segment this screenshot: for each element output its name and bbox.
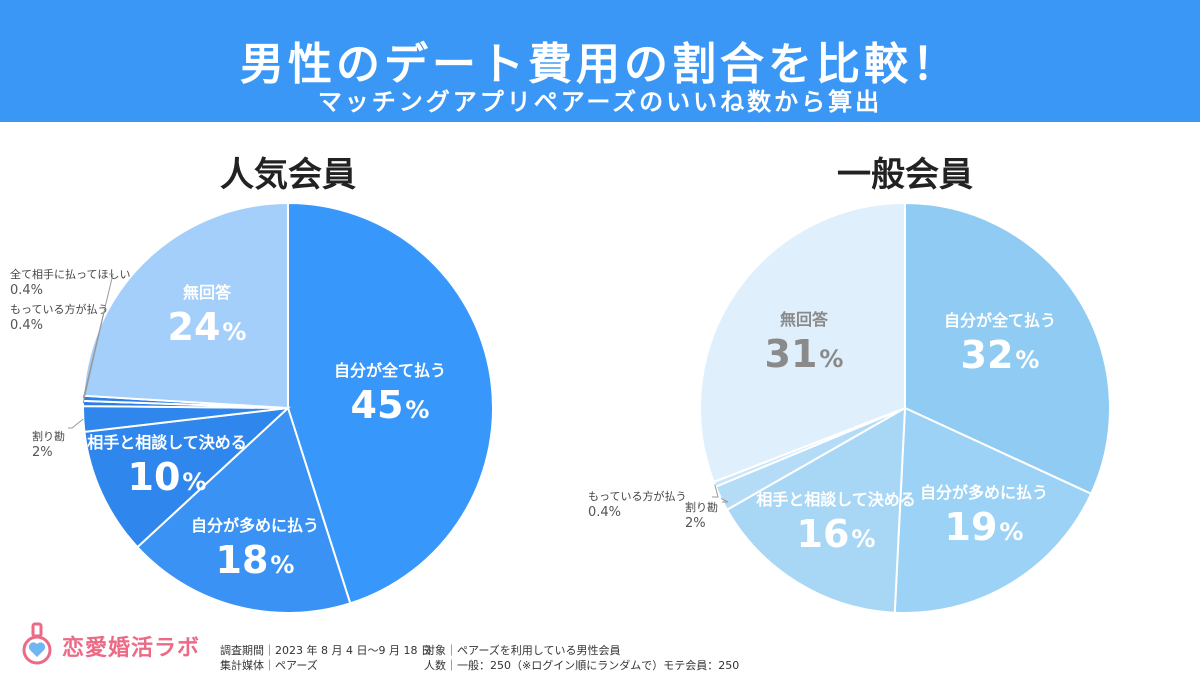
slice-label: 自分が多めに払う bbox=[191, 516, 319, 535]
leader-line bbox=[712, 484, 719, 498]
pie-slice-general bbox=[725, 406, 907, 614]
pie-chart-general: 自分が全て払う 32% 自分が多めに払う 19% 相手と相談して決める 16% 無回答 31% bbox=[699, 201, 1111, 614]
slice-percent: 45% bbox=[351, 383, 430, 427]
small-slice-percent: 2% bbox=[32, 445, 53, 460]
pie-chart-popular: 自分が全て払う 45% 自分が多めに払う 18% 相手と相談して決める 10% 無回答 24% bbox=[81, 201, 494, 614]
flask-heart-icon bbox=[20, 622, 54, 672]
slice-label: 自分が多めに払う bbox=[920, 483, 1048, 502]
pie-slice-general bbox=[904, 201, 1111, 496]
pie-slice-general bbox=[893, 406, 1093, 614]
survey-target: 対象｜ペアーズを利用している男性会員 bbox=[424, 644, 621, 657]
leader-line bbox=[720, 497, 729, 503]
slice-percent: 16% bbox=[797, 512, 876, 556]
pie-slice-popular bbox=[136, 406, 352, 614]
slice-percent: 24% bbox=[168, 305, 247, 349]
pie-slice-popular bbox=[287, 201, 494, 605]
small-slice-annotations: 割り勘 2% もっている方が払う 0.4% 全て相手に払ってほしい 0.4% 割り勘 2% もっ… bbox=[10, 267, 729, 531]
brand-logo-text: 恋愛婚活ラボ bbox=[62, 636, 201, 661]
slice-label: 相手と相談して決める bbox=[756, 490, 916, 509]
small-slice-label: 全て相手に払ってほしい bbox=[10, 267, 130, 281]
small-slice-percent: 0.4% bbox=[10, 318, 43, 333]
slice-label: 無回答 bbox=[183, 283, 232, 302]
small-slice-label: 割り勘 bbox=[685, 500, 718, 514]
slice-percent: 19% bbox=[945, 505, 1024, 549]
slice-percent: 31% bbox=[765, 332, 844, 376]
small-slice-percent: 2% bbox=[685, 516, 706, 531]
slice-label: 無回答 bbox=[780, 310, 829, 329]
slice-percent: 32% bbox=[961, 333, 1040, 377]
chart-title-popular: 人気会員 bbox=[220, 155, 356, 195]
small-slice-label: もっている方が払う bbox=[588, 489, 686, 503]
small-slice-label: もっている方が払う bbox=[10, 302, 108, 316]
survey-period: 調査期間｜2023 年 8 月 4 日～9 月 18 日 bbox=[220, 644, 432, 657]
slice-label: 自分が全て払う bbox=[334, 361, 446, 380]
header-banner bbox=[0, 0, 1200, 122]
pie-slice-general bbox=[699, 201, 906, 484]
slice-label: 相手と相談して決める bbox=[87, 433, 247, 452]
survey-media: 集計媒体｜ペアーズ bbox=[220, 659, 318, 672]
leader-line bbox=[82, 273, 114, 399]
page-subtitle: マッチングアプリペアーズのいいね数から算出 bbox=[317, 88, 883, 116]
small-slice-label: 割り勘 bbox=[32, 429, 65, 443]
leader-line bbox=[68, 418, 84, 429]
pie-slice-popular bbox=[82, 201, 289, 410]
slice-percent: 10% bbox=[128, 455, 207, 499]
slice-percent: 18% bbox=[216, 538, 295, 582]
small-slice-percent: 0.4% bbox=[588, 505, 621, 520]
slice-label: 自分が全て払う bbox=[944, 311, 1056, 330]
small-slice-percent: 0.4% bbox=[10, 283, 43, 298]
pie-slice-popular bbox=[83, 406, 291, 549]
page-title: 男性のデート費用の割合を比較！ bbox=[240, 39, 960, 90]
survey-count: 人数｜一般：250（※ログイン順にランダムで）モテ会員：250 bbox=[424, 659, 740, 672]
chart-title-general: 一般会員 bbox=[837, 155, 973, 195]
